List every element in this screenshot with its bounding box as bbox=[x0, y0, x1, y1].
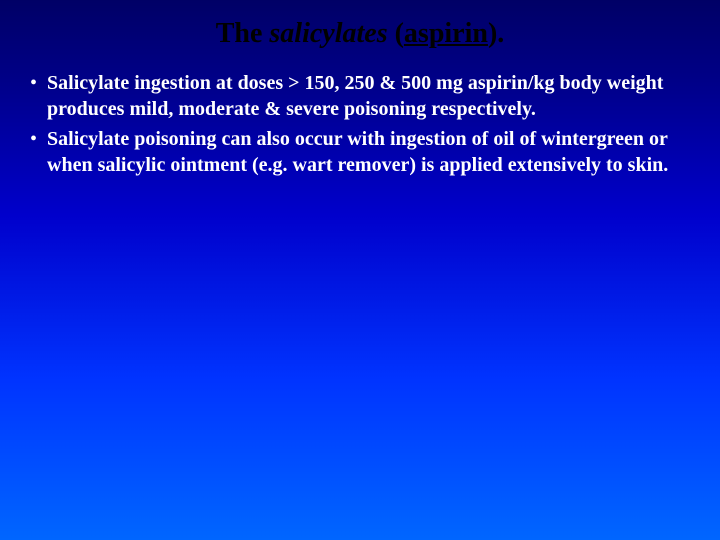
title-part-the: The bbox=[216, 18, 270, 49]
list-item: • Salicylate ingestion at doses > 150, 2… bbox=[30, 70, 696, 122]
bullet-marker-icon: • bbox=[30, 70, 37, 96]
bullet-text: Salicylate poisoning can also occur with… bbox=[47, 126, 696, 178]
title-part-open: ( bbox=[395, 18, 404, 49]
slide: The salicylates (aspirin). • Salicylate … bbox=[0, 0, 720, 540]
bullet-list: • Salicylate ingestion at doses > 150, 2… bbox=[24, 70, 696, 178]
list-item: • Salicylate poisoning can also occur wi… bbox=[30, 126, 696, 178]
title-part-space bbox=[388, 18, 395, 49]
title-part-salicylates: salicylates bbox=[269, 18, 387, 49]
slide-title: The salicylates (aspirin). bbox=[24, 18, 696, 50]
title-part-close: ). bbox=[488, 18, 504, 49]
bullet-text: Salicylate ingestion at doses > 150, 250… bbox=[47, 70, 696, 122]
bullet-marker-icon: • bbox=[30, 126, 37, 152]
title-part-aspirin: aspirin bbox=[404, 18, 488, 49]
